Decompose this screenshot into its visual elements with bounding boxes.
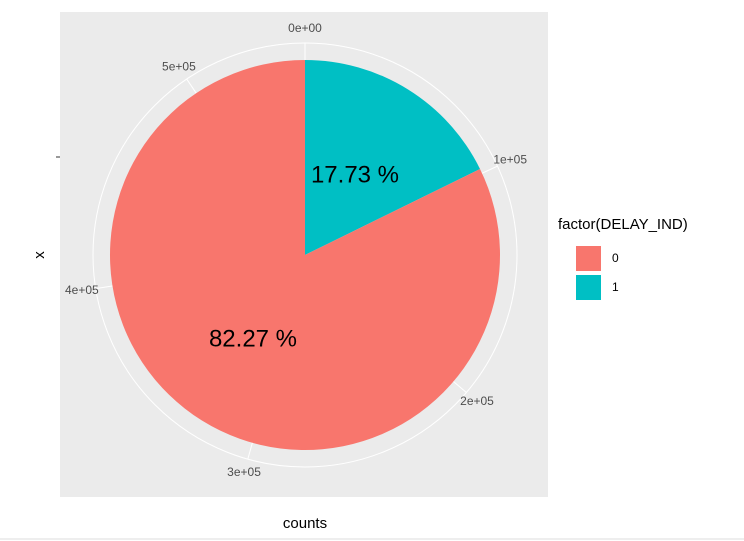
legend-label: 0: [612, 251, 619, 265]
pie-slice: [305, 60, 481, 255]
data-label: 17.73 %: [311, 161, 399, 188]
pie-slice: [110, 60, 501, 451]
y-axis-title: x: [31, 251, 48, 259]
legend-swatch: [576, 275, 601, 300]
x-tick-label: 2e+05: [460, 394, 494, 408]
legend-label: 1: [612, 280, 619, 294]
x-tick-label: 4e+05: [65, 283, 99, 297]
x-tick-label: 3e+05: [227, 465, 261, 479]
x-tick-label: 1e+05: [493, 152, 527, 166]
legend-title: factor(DELAY_IND): [558, 216, 688, 233]
legend-swatch: [576, 246, 601, 271]
x-tick-label: 0e+00: [288, 21, 322, 35]
x-tick-label: 5e+05: [162, 60, 196, 74]
data-label: 82.27 %: [209, 325, 297, 352]
x-axis-title: counts: [283, 515, 327, 532]
